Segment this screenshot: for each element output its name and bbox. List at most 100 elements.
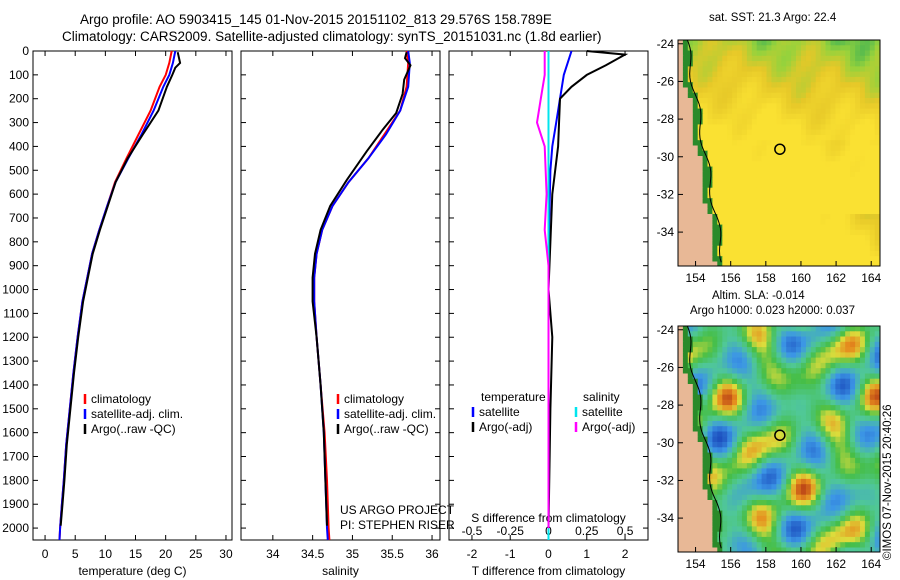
- map-cell: [697, 198, 704, 205]
- map-cell: [766, 192, 772, 199]
- map-cell: [771, 405, 777, 411]
- map-cell: [722, 542, 728, 549]
- map-cell: [860, 108, 866, 115]
- map-cell: [697, 150, 704, 157]
- map-cell: [737, 436, 743, 443]
- y-tick-label: 500: [9, 163, 29, 177]
- map-cell: [791, 405, 797, 411]
- map-cell: [756, 61, 763, 67]
- map-cell: [776, 55, 782, 62]
- map-cell: [855, 326, 861, 332]
- map-cell: [776, 166, 782, 173]
- map-cell: [732, 463, 738, 469]
- map-cell: [771, 171, 777, 178]
- map-cell: [692, 357, 699, 364]
- map-cell: [771, 526, 777, 533]
- map-cell: [746, 61, 753, 67]
- title-line-2: Climatology: CARS2009. Satellite-adjuste…: [62, 29, 602, 44]
- sst-map-axes: 154 156 158 160 162 164-24-26-28-30-32-34: [657, 37, 882, 285]
- map-cell: [717, 156, 723, 162]
- map-cell: [761, 463, 768, 469]
- map-cell: [805, 150, 812, 157]
- map-cell: [796, 177, 802, 183]
- map-cell: [771, 71, 777, 78]
- map-cell: [850, 331, 856, 338]
- map-cell: [860, 336, 866, 343]
- map-cell: [717, 229, 723, 236]
- map-cell: [869, 124, 876, 131]
- map-cell: [776, 103, 782, 110]
- map-cell: [678, 61, 684, 67]
- map-cell: [751, 447, 758, 454]
- map-cell: [791, 50, 797, 57]
- map-cell: [840, 76, 846, 83]
- map-cell: [786, 394, 792, 401]
- map-cell: [815, 50, 822, 57]
- map-cell: [860, 384, 866, 390]
- map-cell: [692, 55, 699, 62]
- map-cell: [860, 473, 866, 480]
- map-cell: [869, 140, 876, 147]
- map-cell: [737, 510, 743, 517]
- map-cell: [830, 161, 836, 168]
- map-cell: [820, 161, 827, 168]
- map-cell: [845, 410, 851, 417]
- map-cell: [741, 166, 748, 173]
- map-cell: [874, 352, 880, 359]
- map-cell: [781, 336, 787, 343]
- map-cell: [845, 235, 851, 241]
- map-cell: [840, 250, 846, 257]
- map-cell: [781, 129, 787, 136]
- map-cell: [776, 452, 782, 459]
- map-cell: [776, 468, 782, 475]
- map-cell: [771, 378, 777, 385]
- map-cell: [737, 410, 743, 417]
- map-cell: [727, 536, 733, 543]
- map-cell: [717, 484, 723, 491]
- map-cell: [702, 71, 709, 78]
- map-cell: [830, 55, 836, 62]
- map-cell: [820, 224, 827, 231]
- map-cell: [692, 405, 699, 411]
- map-cell: [737, 394, 743, 401]
- map-cell: [855, 531, 861, 538]
- map-cell: [864, 87, 871, 94]
- map-cell: [840, 145, 846, 152]
- map-cell: [702, 187, 709, 194]
- map-cell: [756, 229, 763, 236]
- map-cell: [737, 92, 743, 99]
- map-cell: [845, 145, 851, 152]
- map-cell: [776, 256, 782, 263]
- map-cell: [786, 542, 792, 549]
- map-cell: [722, 129, 728, 136]
- map-cell: [771, 214, 777, 220]
- map-cell: [855, 547, 861, 552]
- map-cell: [697, 103, 704, 110]
- map-cell: [712, 378, 718, 385]
- map-cell: [850, 45, 856, 52]
- series-line-argo---raw--qc-: [59, 51, 182, 526]
- map-cell: [732, 76, 738, 83]
- map-cell: [771, 161, 777, 168]
- map-cell: [860, 368, 866, 375]
- map-cell: [850, 76, 856, 83]
- map-cell: [741, 171, 748, 178]
- map-cell: [687, 420, 694, 427]
- map-cell: [766, 187, 772, 194]
- map-cell: [682, 368, 689, 375]
- map-cell: [741, 71, 748, 78]
- map-cell: [845, 452, 851, 459]
- map-cell: [874, 229, 880, 236]
- map-cell: [825, 214, 831, 220]
- map-cell: [712, 71, 718, 78]
- map-cell: [781, 347, 787, 353]
- map-cell: [756, 113, 763, 120]
- map-cell: [855, 171, 861, 178]
- map-cell: [722, 478, 728, 485]
- map-cell: [732, 50, 738, 57]
- map-cell: [737, 547, 743, 552]
- map-cell: [732, 368, 738, 375]
- map-cell: [737, 219, 743, 226]
- map-cell: [830, 336, 836, 343]
- map-cell: [746, 161, 753, 168]
